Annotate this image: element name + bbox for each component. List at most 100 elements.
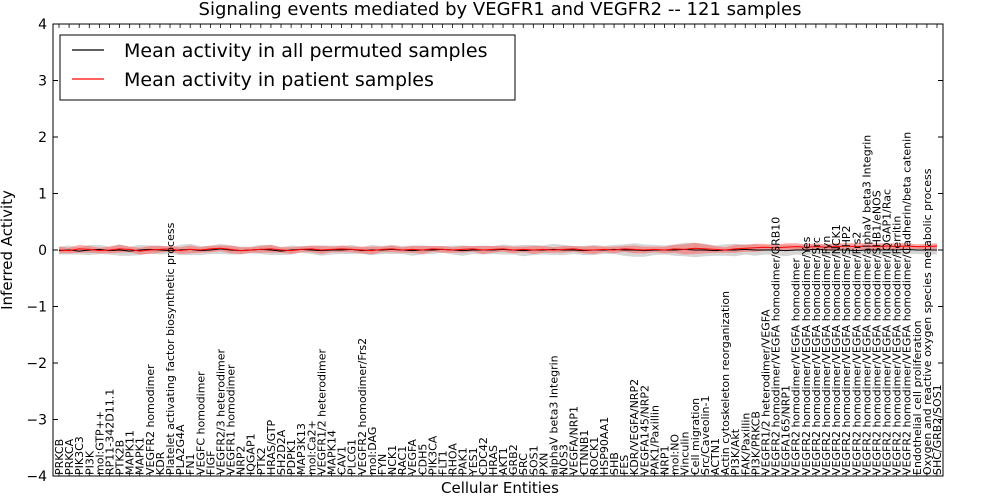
x-tick-label: NRP1 — [659, 445, 672, 475]
x-tick-label: VEGFR2 homodimer/VEGFA homodimer/IQGAP1/… — [881, 189, 894, 475]
x-tick-label: NRP2 — [235, 445, 248, 475]
x-axis-ticks: PRKCBPRKCAPIK3C3PI3Kmol:GTP++RP11-342D11… — [53, 24, 944, 476]
x-axis-label: Cellular Entities — [441, 479, 559, 497]
legend-label-patient: Mean activity in patient samples — [124, 69, 434, 91]
x-tick-label: PXN — [537, 453, 550, 475]
x-tick-label: KDR/VEGFA/NRP2 — [628, 379, 641, 475]
x-tick-label: PAK1 — [457, 447, 470, 475]
x-tick-label: PI3K/Akt — [729, 428, 742, 475]
x-tick-label: PIK3CA — [426, 435, 439, 475]
x-tick-label: NCK1 — [386, 445, 399, 475]
y-tick-label: −1 — [26, 300, 47, 316]
x-tick-label: MAPK11 — [124, 430, 137, 475]
x-tick-label: MAPK1 — [134, 437, 147, 475]
x-tick-label: ROCK1 — [588, 437, 601, 475]
x-tick-label: Cell migration — [689, 398, 702, 475]
y-tick-label: 2 — [38, 130, 47, 146]
x-tick-label: mol:NO — [669, 434, 682, 475]
x-tick-label: PTK2 — [255, 447, 268, 475]
x-tick-label: AKT1 — [497, 447, 510, 475]
x-tick-label: PI3K — [83, 450, 96, 475]
x-tick-label: PRKCA — [63, 438, 76, 475]
x-tick-label: HRAS — [487, 445, 500, 475]
x-tick-label: VEGFR2 homodimer/VEGFA homodimer/GRB10 — [770, 217, 783, 475]
x-tick-label: FN1 — [184, 453, 197, 475]
x-tick-label: NOS3 — [558, 444, 571, 475]
x-tick-label: FLT1 — [437, 450, 450, 475]
series-line-permuted — [58, 248, 937, 252]
x-tick-label: VEGFR1/2 heterodimer — [315, 348, 328, 475]
x-tick-label: VEGFR2 homodimer/VEGFA homodimer/Cadheri… — [901, 132, 914, 475]
x-tick-label: VEGFR2 homodimer/VEGFA homodimer/Src — [810, 237, 823, 475]
x-tick-label: VEGFR2 homodimer/VEGFA homodimer/SHP2 — [840, 226, 853, 475]
x-tick-label: SOS1 — [527, 445, 540, 475]
x-tick-label: SH2D2A — [275, 429, 288, 475]
y-tick-label: 4 — [38, 17, 47, 33]
x-tick-label: Oxygen and reactive oxygen species metab… — [921, 168, 934, 475]
x-tick-label: PAK1/Paxillin — [648, 405, 661, 475]
chart-title: Signaling events mediated by VEGFR1 and … — [199, 0, 802, 20]
x-tick-label: VEGFA145/NRP2 — [638, 385, 651, 475]
x-tick-label: VEGFR2 homodimer/VEGFA homodimer/Yes — [800, 236, 813, 475]
x-tick-label: mol:Ca2+ — [305, 420, 318, 475]
x-tick-label: SHC/GRB2/SOS1 — [931, 384, 944, 475]
x-tick-label: VEGFR2 homodimer/VEGFA homodimer/Fyn — [820, 236, 833, 475]
x-tick-label: VEGFR1/2 heterodimer/VEGFA — [759, 309, 772, 475]
x-tick-label: VEGFR2 homodimer/VEGFA homodimer — [790, 258, 803, 475]
x-tick-label: Actin cytoskeleton reorganization — [719, 291, 732, 475]
x-tick-label: PDPK1 — [285, 439, 298, 475]
y-tick-label: −2 — [26, 356, 47, 372]
x-tick-label: VEGFA — [406, 439, 419, 475]
x-tick-label: SHB — [608, 452, 621, 475]
x-tick-label: PTK2B — [114, 440, 127, 475]
y-tick-label: −4 — [26, 469, 47, 485]
x-tick-label: VEGFR2 homodimer/Frs2 — [356, 338, 369, 475]
x-tick-label: RP11-342D11.1 — [104, 389, 117, 475]
y-tick-label: −3 — [26, 413, 47, 429]
x-tick-label: CTNNB1 — [578, 430, 591, 475]
series-line-patient — [58, 245, 938, 252]
legend-label-permuted: Mean activity in all permuted samples — [124, 40, 487, 62]
x-tick-label: mol:GTP++ — [93, 411, 106, 475]
x-tick-label: VEGFR1 homodimer — [225, 364, 238, 475]
x-tick-label: VEGFR2 homodimer/VEGFA homodimer/NCK1 — [830, 224, 843, 475]
x-tick-label: GRB2 — [507, 444, 520, 475]
x-tick-label: RHOA — [447, 443, 460, 475]
x-tick-label: VEGFR2/3 heterodimer — [215, 348, 228, 475]
x-tick-label: Platelet activating factor biosynthetic … — [164, 222, 177, 475]
x-tick-label: KDR — [154, 451, 167, 475]
y-tick-label: 3 — [38, 74, 47, 90]
x-tick-label: FES — [618, 455, 631, 475]
x-tick-label: VEGFR2 homodimer/VEGFA homodimer/SHB1/eN… — [870, 190, 883, 475]
y-axis-label: Inferred Activity — [0, 190, 16, 310]
x-tick-label: ACTN1 — [709, 438, 722, 475]
x-tick-label: FAK/Paxillin — [739, 413, 752, 475]
x-tick-label: VEGFR2 homodimer — [144, 364, 157, 475]
x-tick-label: CDH5 — [416, 444, 429, 475]
y-axis-ticks: −4 −3 −2 −1 0 1 2 3 4 — [26, 17, 943, 485]
legend: Mean activity in all permuted samples Me… — [59, 34, 516, 101]
x-tick-label: IQGAP1 — [245, 433, 258, 475]
x-tick-label: VEGFA165/NRP1 — [780, 385, 793, 475]
x-tick-label: MAP3K13 — [295, 423, 308, 475]
x-tick-label: Endothelial cell proliferation — [911, 320, 924, 475]
x-tick-label: HSP90AA1 — [598, 417, 611, 475]
x-tick-label: VEGFA/NRP1 — [568, 406, 581, 475]
x-tick-label: alphaV beta3 Integrin — [548, 355, 561, 475]
patient-band — [59, 242, 937, 255]
x-tick-label: CDC42 — [477, 437, 490, 475]
x-tick-label: PRKCB — [53, 439, 66, 475]
x-tick-label: VEGFR2 homodimer/VEGFA homodimer/alphaV … — [860, 135, 873, 475]
x-tick-label: CAV1 — [336, 446, 349, 475]
x-tick-label: PI3K/PRKCB — [749, 411, 762, 475]
x-tick-label: VEGFR2 homodimer/VEGFA homodimer/Frs2 — [850, 232, 863, 475]
x-tick-label: FIGF — [204, 451, 217, 475]
x-tick-label: PIK3C3 — [73, 436, 86, 475]
x-tick-label: MAPK14 — [326, 430, 339, 475]
x-tick-label: HRAS/GTP — [265, 419, 278, 475]
x-tick-label: FYN — [376, 454, 389, 475]
x-tick-label: PLCG1 — [346, 439, 359, 475]
y-tick-label: 1 — [38, 187, 47, 203]
x-tick-label: mol:DAG — [366, 427, 379, 475]
